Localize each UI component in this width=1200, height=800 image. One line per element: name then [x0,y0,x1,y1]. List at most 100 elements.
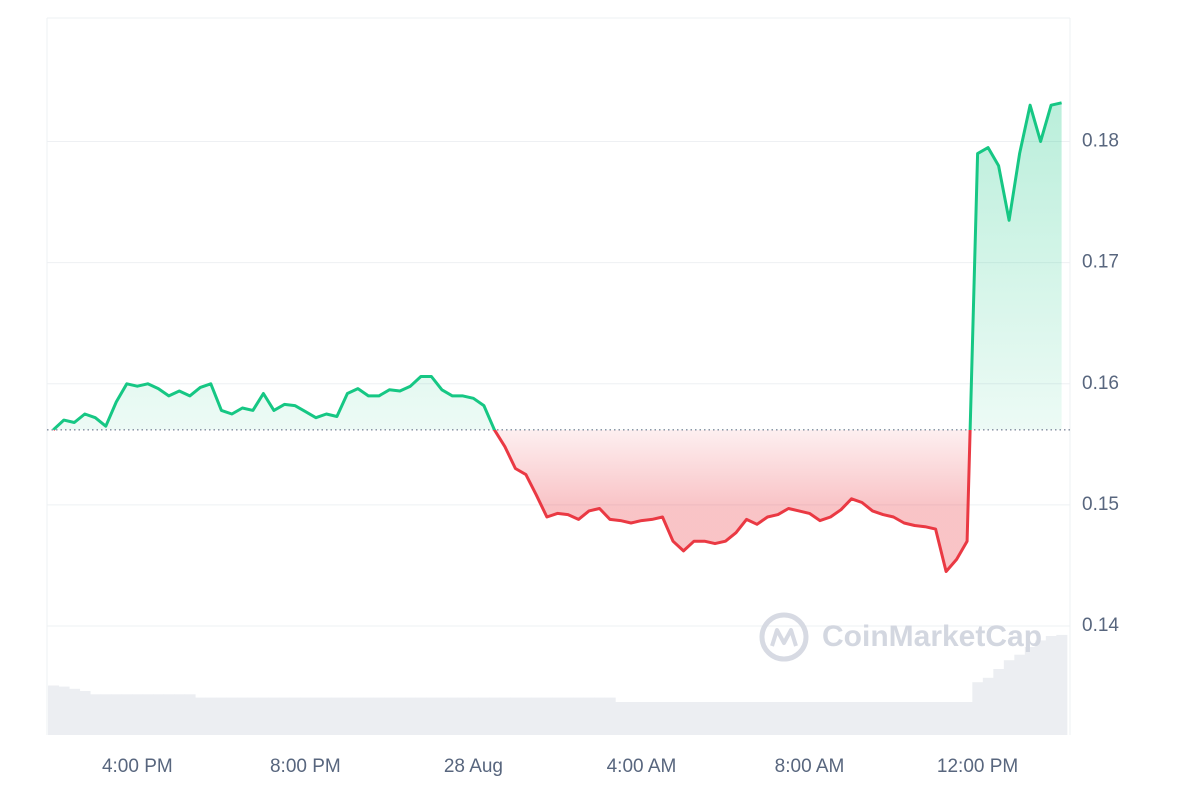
volume-bar [919,702,931,735]
volume-bar [951,702,963,735]
volume-bar [867,702,879,735]
volume-bar [709,702,721,735]
price-line [52,101,1062,573]
y-tick-label: 0.17 [1082,252,1119,273]
volume-bar [730,702,742,735]
volume-bar [1056,634,1068,735]
volume-bar [478,697,490,735]
volume-bar [268,697,280,735]
volume-bar [510,697,522,735]
plot: 0.14 0.15 0.16 0.17 0.18 4:00 PM 8:00 PM 28 Aug… [47,101,1119,777]
volume-bar [825,702,837,735]
volume-bar [121,694,133,735]
x-tick-label: 4:00 AM [607,756,677,777]
volume-bar [237,697,249,735]
volume-bar [153,694,165,735]
volume-bar [436,697,448,735]
volume-bar [657,702,669,735]
volume-bar [877,702,889,735]
volume-bar [636,702,648,735]
volume-bar [352,697,364,735]
volume-bar [898,702,910,735]
x-tick-label: 4:00 PM [102,756,173,777]
volume-bar [678,702,690,735]
volume-bar [90,694,102,735]
volume-bars [48,634,1068,735]
volume-bar [363,697,375,735]
volume-bar [804,702,816,735]
volume-bar [856,702,868,735]
volume-bar [405,697,417,735]
volume-bar [646,702,658,735]
volume-bar [846,702,858,735]
volume-bar [48,685,60,735]
y-tick-label: 0.14 [1082,615,1119,636]
volume-bar [321,697,333,735]
volume-bar [499,697,511,735]
y-tick-label: 0.18 [1082,131,1119,152]
volume-bar [195,697,207,735]
volume-bar [300,697,312,735]
volume-bar [426,697,438,735]
volume-bar [247,697,259,735]
volume-bar [531,697,543,735]
watermark-logo [759,612,809,662]
volume-bar [583,697,595,735]
volume-bar [961,702,973,735]
volume-bar [993,669,1005,735]
volume-bar [415,697,427,735]
price-area [53,102,1062,572]
volume-bar [688,702,700,735]
volume-bar [625,702,637,735]
volume-bar [751,702,763,735]
volume-bar [835,702,847,735]
volume-bar [310,697,322,735]
x-tick-label: 8:00 PM [270,756,341,777]
volume-bar [184,694,196,735]
volume-bar [604,697,616,735]
volume-bar [394,697,406,735]
volume-bar [69,688,81,735]
volume-bar [552,697,564,735]
volume-bar [562,697,574,735]
volume-bar [226,697,238,735]
volume-bar [930,702,942,735]
volume-bar [541,697,553,735]
volume-bar [58,686,70,735]
volume-bar [79,691,91,735]
volume-bar [772,702,784,735]
volume-bar [279,697,291,735]
x-tick-label: 12:00 PM [937,756,1018,777]
volume-bar [216,697,228,735]
volume-bar [909,702,921,735]
volume-bar [982,677,994,735]
volume-bar [793,702,805,735]
volume-bar [1035,640,1047,735]
volume-bar [132,694,144,735]
volume-bar [289,697,301,735]
volume-bar [594,697,606,735]
volume-bar [174,694,186,735]
volume-bar [489,697,501,735]
volume-bar [142,694,154,735]
y-tick-label: 0.15 [1082,494,1119,515]
volume-bar [258,697,270,735]
volume-bar [573,697,585,735]
watermark: CoinMarketCap [822,620,1042,653]
y-tick-label: 0.16 [1082,373,1119,394]
volume-bar [520,697,532,735]
volume-bar [972,682,984,735]
volume-bar [720,702,732,735]
volume-bar [1003,660,1015,735]
volume-bar [1045,636,1057,735]
volume-bar [468,697,480,735]
volume-bar [741,702,753,735]
volume-bar [331,697,343,735]
volume-bar [1024,647,1036,735]
volume-bar [888,702,900,735]
volume-bar [667,702,679,735]
volume-bar [100,694,112,735]
volume-bar [762,702,774,735]
volume-bar [615,702,627,735]
x-tick-label: 28 Aug [444,756,503,777]
